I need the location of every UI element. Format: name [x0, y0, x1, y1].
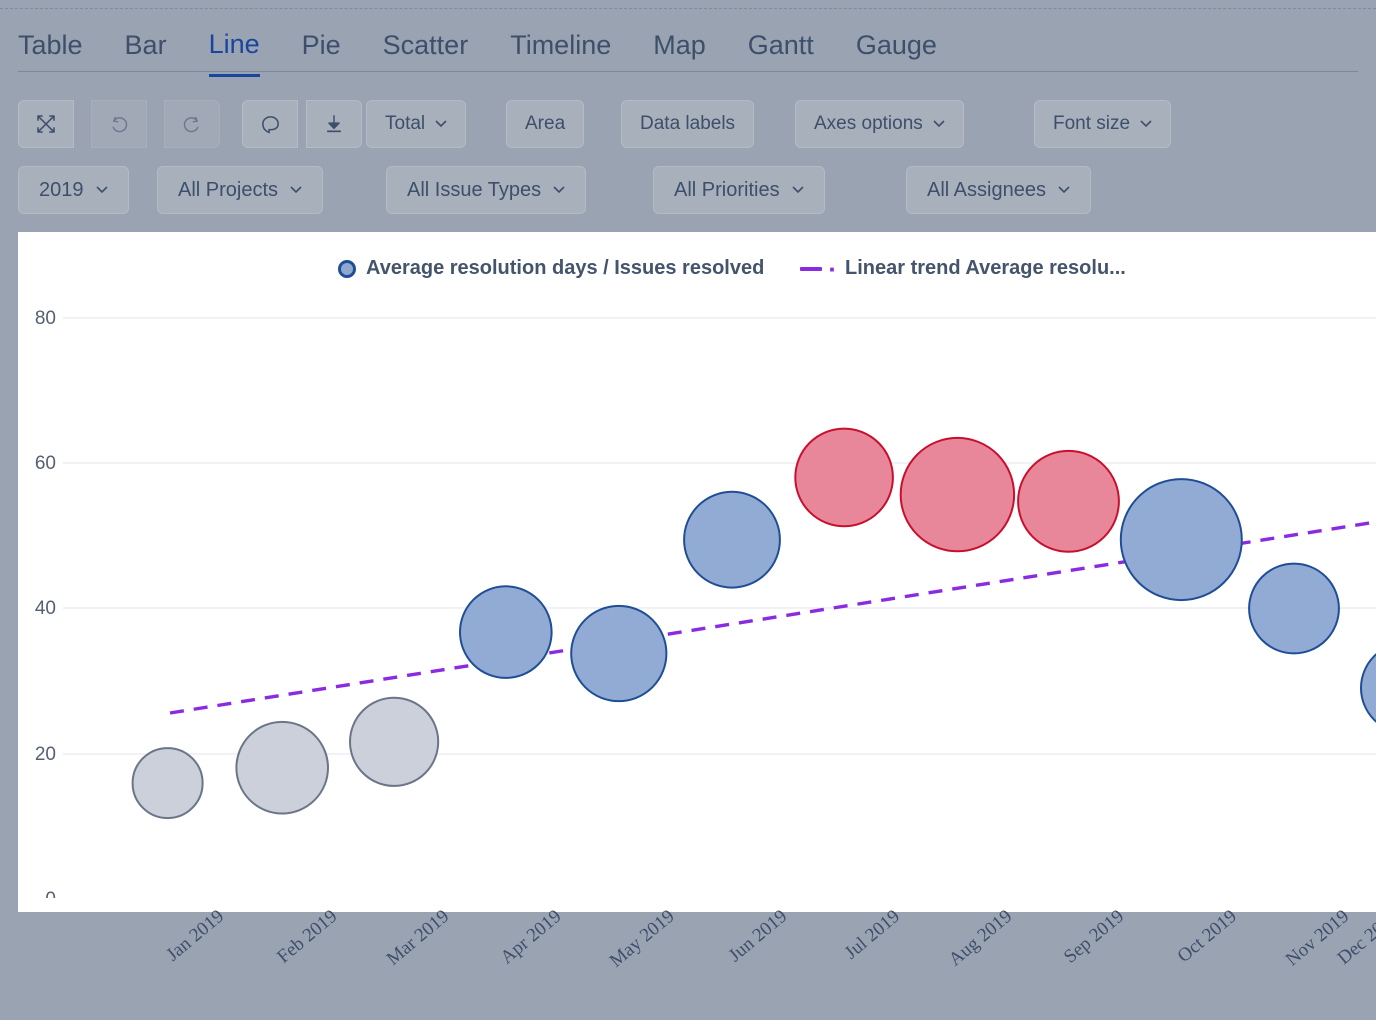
svg-text:80: 80 — [35, 308, 56, 329]
svg-text:Aug 2019: Aug 2019 — [945, 906, 1016, 971]
svg-text:Sep 2019: Sep 2019 — [1060, 906, 1128, 968]
svg-text:Apr 2019: Apr 2019 — [497, 906, 566, 969]
svg-text:Jul 2019: Jul 2019 — [841, 906, 904, 964]
svg-text:Jun 2019: Jun 2019 — [725, 906, 791, 967]
svg-text:Feb 2019: Feb 2019 — [273, 906, 341, 968]
svg-text:May 2019: May 2019 — [606, 906, 679, 972]
svg-text:60: 60 — [35, 453, 56, 474]
svg-text:Jan 2019: Jan 2019 — [162, 906, 228, 966]
svg-text:20: 20 — [35, 744, 56, 765]
svg-text:Mar 2019: Mar 2019 — [383, 906, 453, 970]
svg-text:40: 40 — [35, 598, 56, 619]
svg-text:0: 0 — [45, 889, 56, 898]
svg-text:Oct 2019: Oct 2019 — [1174, 906, 1241, 967]
